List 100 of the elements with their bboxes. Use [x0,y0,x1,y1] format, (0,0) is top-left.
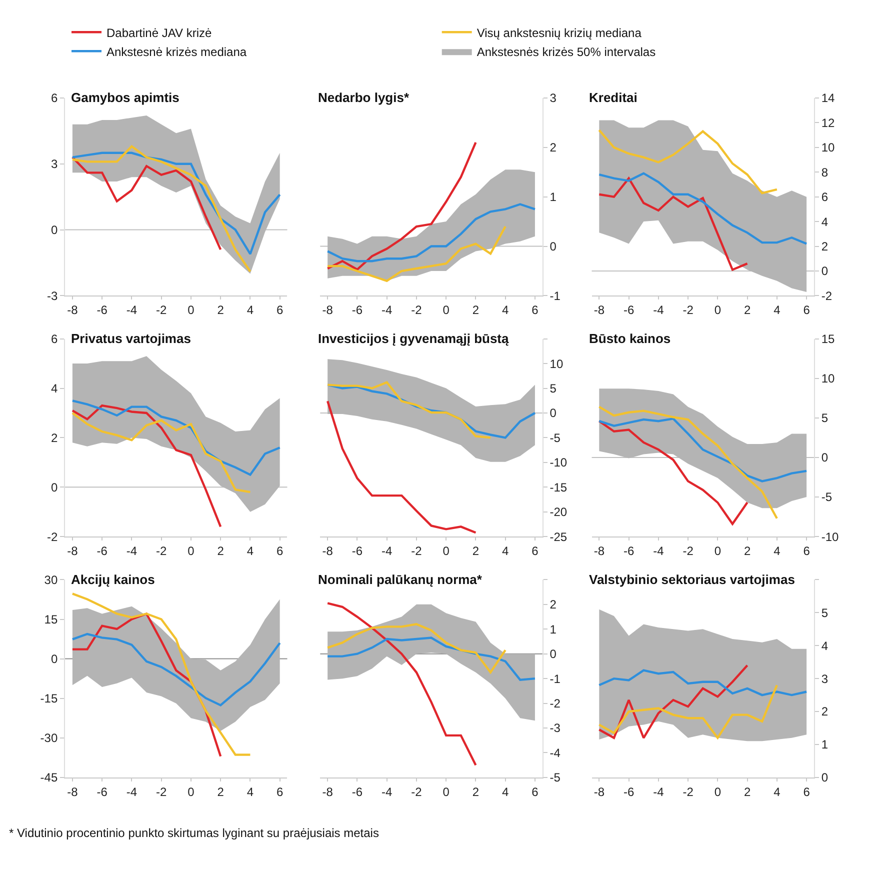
x-tick-label: -6 [96,784,108,799]
chart-title: Nominali palūkanų norma* [318,572,483,587]
x-tick-label: -2 [156,784,167,799]
y-tick-label: -2 [550,696,561,710]
x-tick-label: 0 [442,784,450,799]
x-tick-label: -6 [352,544,363,558]
y-tick-label: 0 [50,480,58,494]
y-tick-label: 6 [50,91,58,106]
y-tick-label: -1 [550,672,561,686]
x-tick-label: 4 [502,303,509,318]
y-tick-label: 0 [550,239,557,254]
y-tick-label: -10 [550,456,568,470]
x-tick-label: 0 [714,303,722,318]
y-tick-label: -45 [40,770,58,785]
x-tick-label: -2 [156,544,167,558]
y-tick-label: 5 [821,411,828,426]
x-tick-label: 0 [442,303,450,318]
x-tick-label: 4 [774,784,781,799]
x-tick-label: -8 [67,784,78,799]
x-tick-label: 6 [803,544,810,558]
x-tick-label: 2 [744,784,751,799]
y-tick-label: 2 [821,704,828,719]
x-tick-label: -4 [126,544,138,558]
y-tick-label: 0 [821,450,828,465]
x-tick-label: 2 [217,784,224,799]
x-tick-label: -4 [653,303,664,318]
x-tick-label: 2 [217,303,224,318]
x-tick-label: -4 [381,544,392,558]
x-tick-label: 4 [246,784,254,799]
y-tick-label: -4 [550,746,561,760]
y-tick-label: 4 [821,638,828,653]
y-tick-label: 2 [821,239,828,254]
x-tick-label: 2 [472,303,480,318]
x-tick-label: -6 [96,303,108,318]
y-tick-label: 2 [550,598,557,612]
x-tick-label: 2 [472,544,480,558]
x-tick-label: -4 [653,784,664,799]
x-tick-label: 6 [532,544,539,558]
y-tick-label: 3 [821,672,828,686]
x-tick-label: 0 [714,544,722,558]
x-tick-label: -2 [156,303,167,318]
y-tick-label: 10 [821,372,836,386]
y-tick-label: 0 [50,222,58,237]
x-tick-label: 4 [502,544,509,558]
y-tick-label: 0 [821,770,828,785]
x-tick-label: 6 [276,544,284,558]
x-tick-label: -2 [682,544,694,558]
x-tick-label: 6 [532,303,539,318]
x-tick-label: -2 [411,784,422,799]
y-tick-label: 12 [821,116,836,130]
y-tick-label: 15 [44,612,58,626]
x-tick-label: 0 [188,544,195,558]
y-tick-label: -15 [40,692,58,706]
legend-label: Visų ankstesnių krizių mediana [476,26,642,40]
y-tick-label: 10 [550,356,564,371]
x-tick-label: 6 [276,303,284,318]
x-tick-label: -8 [67,303,78,318]
x-tick-label: 6 [532,784,539,799]
x-tick-label: 2 [217,544,224,558]
y-tick-label: -3 [46,288,58,303]
x-tick-label: -8 [594,784,605,799]
y-tick-label: 2 [550,140,557,155]
y-tick-label: 6 [50,332,58,346]
x-tick-label: -6 [623,303,634,318]
x-tick-label: 6 [276,784,284,799]
x-tick-label: 2 [744,544,751,558]
text: * Vidutinio procentinio punkto skirtumas lyginant su praėjusiais metais [9,826,379,840]
x-tick-label: -6 [96,544,108,558]
x-tick-label: -4 [381,303,392,318]
x-tick-label: 4 [246,303,254,318]
y-tick-label: 4 [821,214,828,229]
x-tick-label: 6 [803,784,810,799]
chart-title: Privatus vartojimas [71,331,191,346]
x-tick-label: -8 [322,784,334,799]
y-tick-label: 1 [550,190,557,204]
x-tick-label: -2 [682,303,694,318]
x-tick-label: 6 [803,303,810,318]
x-tick-label: -6 [352,784,363,799]
y-tick-label: 6 [821,190,828,204]
y-tick-label: 1 [821,738,828,752]
x-tick-label: 2 [744,303,751,318]
legend-label: Ankstesnės krizės 50% intervalas [476,44,656,59]
x-tick-label: -6 [623,784,634,799]
y-tick-label: 3 [550,91,557,106]
chart-title: Gamybos apimtis [71,90,180,105]
x-tick-label: -4 [381,784,392,799]
x-tick-label: -2 [411,544,422,558]
y-tick-label: 0 [550,406,557,420]
x-tick-label: 4 [502,784,509,799]
x-tick-label: 4 [246,544,254,558]
x-tick-label: 0 [188,784,195,799]
x-tick-label: -6 [623,544,634,558]
y-tick-label: 3 [50,157,58,172]
y-tick-label: 10 [821,140,836,155]
x-tick-label: 2 [472,784,480,799]
y-tick-label: 5 [821,606,828,620]
x-tick-label: -8 [594,303,605,318]
y-tick-label: 4 [50,381,58,396]
x-tick-label: 0 [188,303,195,318]
x-tick-label: -6 [352,303,363,318]
